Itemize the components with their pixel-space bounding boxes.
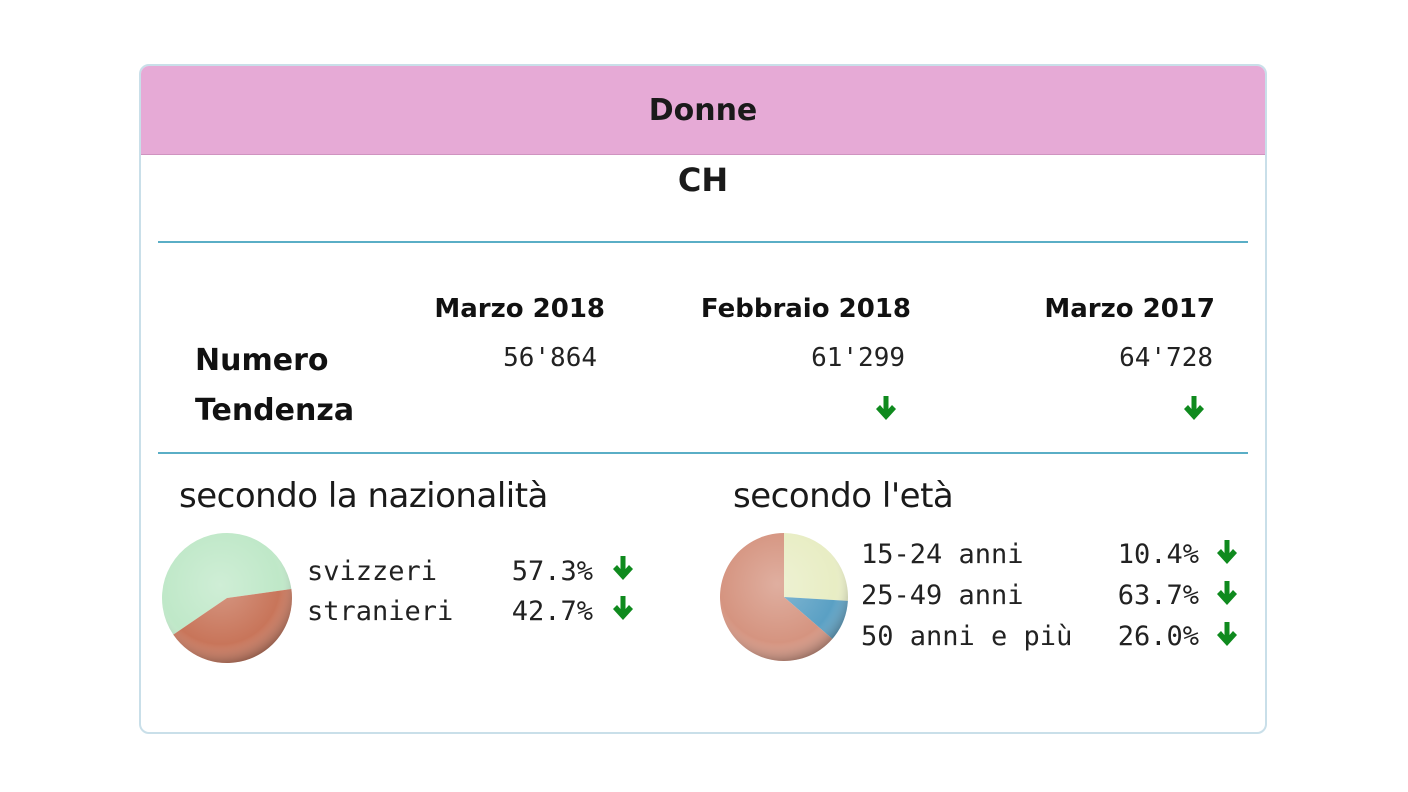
age-pie-chart [720,533,848,661]
nationality-section-title: secondo la nazionalità [179,476,548,516]
nationality-value-svizzeri: 57.3% [511,556,593,587]
nationality-label-svizzeri: svizzeri [307,556,438,587]
region-label: CH [677,161,729,199]
divider-top [158,241,1248,243]
column-header-2: Febbraio 2018 [700,294,911,324]
stats-card: Donne CH Marzo 2018 Febbraio 2018 Marzo … [139,64,1267,734]
column-header-3: Marzo 2017 [1044,294,1215,324]
row-label-numero: Numero [195,343,329,378]
value-numero-2: 61'299 [811,343,905,373]
card-title: Donne [648,92,758,128]
divider-bottom [158,452,1248,454]
trend-down-icon [1217,622,1237,646]
age-value-50-plus: 26.0% [1117,621,1199,652]
nationality-value-stranieri: 42.7% [511,596,593,627]
value-numero-3: 64'728 [1119,343,1213,373]
age-section-title: secondo l'età [733,476,954,516]
nationality-pie-shading [162,533,292,663]
trend-down-icon [613,556,633,580]
column-header-1: Marzo 2018 [434,294,605,324]
age-label-15-24: 15-24 anni [861,539,1024,570]
trend-down-icon [1184,396,1204,420]
row-label-tendenza: Tendenza [195,393,355,428]
nationality-label-stranieri: stranieri [307,596,454,627]
trend-down-icon [1217,581,1237,605]
age-value-25-49: 63.7% [1117,580,1199,611]
value-numero-1: 56'864 [503,343,597,373]
trend-down-icon [613,596,633,620]
age-label-50-plus: 50 anni e più [861,621,1073,652]
trend-down-icon [1217,540,1237,564]
age-value-15-24: 10.4% [1117,539,1199,570]
nationality-pie-chart [162,533,292,663]
card-header: Donne [141,66,1265,155]
age-pie-shading [720,533,848,661]
trend-down-icon [876,396,896,420]
age-label-25-49: 25-49 anni [861,580,1024,611]
